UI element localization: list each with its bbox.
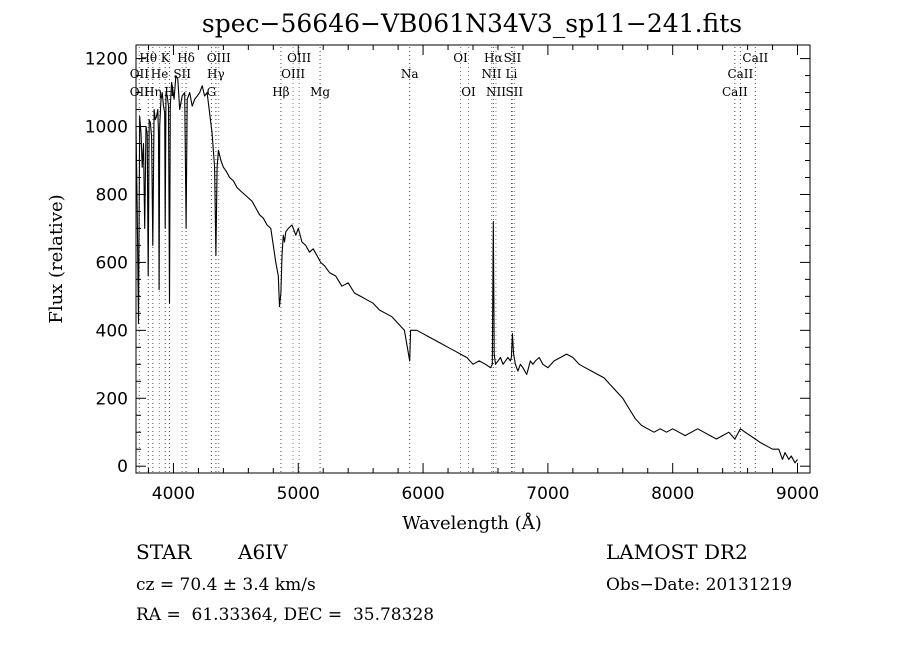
spectral-line-label-10: Hγ [207,67,225,81]
chart-title: spec−56646−VB061N34V3_sp11−241.fits [202,9,742,38]
x-tick-label-0: 4000 [152,484,195,504]
y-tick-label-3: 600 [96,253,128,273]
spectral-line-label-22: SII [504,51,522,65]
spectral-line-label-14: OIII [281,67,305,81]
spectral-line-label-13: OIII [287,51,311,65]
spectral-line-label-4: He [151,67,169,81]
spectral-line-label-7: SII [173,67,191,81]
y-tick-label-1: 200 [96,389,128,409]
x-tick-label-5: 9000 [776,484,819,504]
spectral-line-label-25: CaII [742,51,768,65]
spectral-line-label-23: Li [506,67,518,81]
y-tick-label-5: 1000 [85,118,128,138]
spectral-line-label-8: Hδ [177,51,195,65]
spectral-line-label-1: Hη [144,85,162,99]
spectral-line-label-17: OI [453,51,468,65]
y-tick-label-4: 800 [96,185,128,205]
coordinates: RA = 61.33364, DEC = 35.78328 [136,605,434,625]
spectral-line-label-26: CaII [727,67,753,81]
x-tick-label-1: 5000 [277,484,320,504]
spectrum-series [135,75,798,464]
spectral-line-label-2: OII [130,67,150,81]
redshift-readout: cz = 70.4 ± 3.4 km/s [136,575,316,595]
y-tick-label-0: 0 [117,457,128,477]
spectral-line-label-15: Mg [310,85,330,99]
plot-frame [135,44,811,474]
spectral-line-label-11: G [207,85,217,99]
spectral-line-label-9: OIII [207,51,231,65]
spectral-line-label-21: NII [486,85,506,99]
survey-name: LAMOST DR2 [606,540,748,564]
x-axis-ticks: 4000 5000 6000 7000 8000 9000 [147,45,819,504]
spectral-line-label-6: H [164,85,174,99]
spectral-line-label-20: NII [481,67,501,81]
x-tick-label-3: 7000 [526,484,569,504]
spectral-line-label-5: K [161,51,171,65]
x-axis-label: Wavelength (Å) [402,512,542,534]
x-tick-label-4: 8000 [651,484,694,504]
spectral-line-label-19: Hα [484,51,503,65]
object-class: STAR [136,540,192,564]
observation-date: Obs−Date: 20131219 [606,575,792,595]
spectral-line-label-3: OII [130,85,150,99]
spectral-line-label-24: SII [505,85,523,99]
spectral-line-label-0: Hθ [139,51,157,65]
subclass: A6IV [237,540,288,564]
y-axis-label: Flux (relative) [46,194,67,323]
x-tick-label-2: 6000 [401,484,444,504]
spectrum-line-0 [135,75,798,464]
spectral-line-label-18: OI [461,85,476,99]
y-axis-ticks: 0 200 400 600 800 1000 1200 [85,50,810,477]
spectral-line-label-16: Na [401,67,419,81]
spectral-line-label-12: Hβ [272,85,289,99]
y-tick-label-6: 1200 [85,50,128,70]
y-tick-label-2: 400 [96,321,128,341]
spectral-line-label-27: CaII [722,85,748,99]
